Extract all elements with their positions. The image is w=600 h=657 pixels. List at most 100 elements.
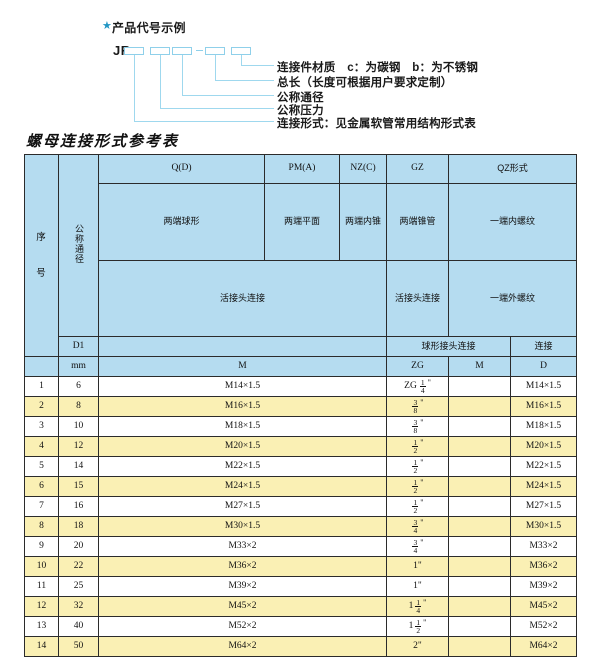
cell-seq: 6 (24, 476, 59, 498)
header-ball-joint-qz: 球形接头连接 (386, 336, 511, 358)
diagram-title: 产品代号示例 (112, 21, 186, 35)
cell-qz-m (448, 516, 511, 538)
cell-seq: 3 (24, 416, 59, 438)
header-desc-pm: 两端平面 (264, 183, 340, 261)
cell-gz: 1 1 2 " (386, 616, 449, 638)
header-group-code-pm: PM(A) (264, 153, 340, 185)
leader-line-bore-h (182, 95, 274, 96)
cell-qz-m (448, 396, 511, 418)
cell-gz: 3 8 " (386, 416, 449, 438)
cell-d1: 18 (58, 516, 99, 538)
table-body: 16M14×1.5ZG14"M14×1.5M14×1.514"28M16×1.5… (24, 376, 577, 657)
cell-thread-m: M64×2 (98, 636, 387, 657)
cell-qz-m (448, 536, 511, 558)
code-separator-dash (196, 50, 203, 51)
cell-qz-d: M18×1.5 (510, 416, 577, 438)
header-seq-line2: 号 (36, 267, 47, 279)
cell-thread-m: M27×1.5 (98, 496, 387, 518)
cell-d1: 32 (58, 596, 99, 618)
cell-qz-d: M33×2 (510, 536, 577, 558)
header-desc-nz: 两端内锥 (339, 183, 387, 261)
leader-line-bore-v (182, 55, 183, 95)
cell-d1: 8 (58, 396, 99, 418)
cell-seq: 12 (24, 596, 59, 618)
cell-qz-m (448, 436, 511, 458)
cell-qz-d: M24×1.5 (510, 476, 577, 498)
cell-qz-d: M39×2 (510, 576, 577, 598)
diagram-label-length: 总长（长度可根据用户要求定制） (277, 77, 453, 89)
cell-gz: ZG 1 4 " (386, 376, 449, 398)
cell-gz: 3 8 " (386, 396, 449, 418)
leader-line-pressure-h (160, 108, 274, 109)
cell-gz: 3 4 " (386, 536, 449, 558)
diagram-label-pressure: 公称压力 (277, 105, 324, 117)
code-box-4 (205, 47, 225, 55)
cell-qz-d: M16×1.5 (510, 396, 577, 418)
cell-qz-d: M45×2 (510, 596, 577, 618)
header-union-connection-gz: 活接头连接 (386, 259, 449, 338)
leader-line-length-v (215, 55, 216, 80)
cell-d1: 16 (58, 496, 99, 518)
header-sub-qz-m: M (448, 356, 511, 378)
cell-gz: 1" (386, 576, 449, 598)
cell-d1: 50 (58, 636, 99, 657)
cell-seq: 4 (24, 436, 59, 458)
header-group-code-gz: GZ (386, 153, 449, 185)
cell-gz: 1 2 " (386, 456, 449, 478)
header-seq: 序 号 (24, 153, 59, 358)
product-code-diagram: ★ 产品代号示例 JR 连接件材质 c：为碳钢 b：为不锈钢 总长（长度可根据用… (0, 0, 600, 131)
leader-line-material-h (241, 65, 274, 66)
header-sub-m: M (98, 356, 387, 378)
cell-qz-m (448, 596, 511, 618)
cell-thread-m: M30×1.5 (98, 516, 387, 538)
cell-seq: 1 (24, 376, 59, 398)
nut-connection-spec-table: 序 号 公称通径 Q(D) PM(A) NZ(C) GZ QZ形式 QG形式 两… (24, 153, 577, 657)
cell-thread-m: M14×1.5 (98, 376, 387, 398)
cell-qz-d: M14×1.5 (510, 376, 577, 398)
cell-qz-m (448, 456, 511, 478)
header-row-desc2: 活接头连接 活接头连接 一端外螺纹 一端锥管螺纹接头 (25, 259, 577, 338)
code-box-3 (172, 47, 192, 55)
leader-line-material-v (241, 55, 242, 65)
cell-qz-m (448, 376, 511, 398)
star-icon: ★ (102, 20, 112, 32)
cell-qz-m (448, 416, 511, 438)
diagram-label-form: 连接形式：见金属软管常用结构形式表 (277, 118, 476, 130)
header-row-units: mm M ZG M D M ZG (24, 356, 577, 378)
code-box-2 (150, 47, 170, 55)
cell-qz-d: M64×2 (510, 636, 577, 657)
spec-table-container: 序 号 公称通径 Q(D) PM(A) NZ(C) GZ QZ形式 QG形式 两… (24, 153, 577, 657)
header-group-code-nz: NZ(C) (339, 153, 387, 185)
cell-gz: 1 2 " (386, 436, 449, 458)
cell-d1: 6 (58, 376, 99, 398)
cell-gz: 1 1 4 " (386, 596, 449, 618)
cell-thread-m: M24×1.5 (98, 476, 387, 498)
cell-d1: 14 (58, 456, 99, 478)
header-unit-blank (24, 356, 59, 378)
header-union-connection: 活接头连接 (98, 259, 387, 338)
cell-seq: 14 (24, 636, 59, 657)
header-d1: D1 (58, 336, 99, 358)
cell-qz-m (448, 576, 511, 598)
cell-d1: 15 (58, 476, 99, 498)
cell-d1: 10 (58, 416, 99, 438)
cell-thread-m: M20×1.5 (98, 436, 387, 458)
cell-thread-m: M45×2 (98, 596, 387, 618)
leader-line-pressure-v (160, 55, 161, 108)
header-sub-qz-d: D (510, 356, 577, 378)
cell-qz-d: M20×1.5 (510, 436, 577, 458)
header-row-code: 序 号 公称通径 Q(D) PM(A) NZ(C) GZ QZ形式 QG形式 (24, 153, 577, 358)
cell-thread-m: M22×1.5 (98, 456, 387, 478)
code-box-1 (124, 47, 144, 55)
cell-gz: 1 2 " (386, 476, 449, 498)
cell-gz: 1 2 " (386, 496, 449, 518)
header-unit-mm: mm (58, 356, 99, 378)
